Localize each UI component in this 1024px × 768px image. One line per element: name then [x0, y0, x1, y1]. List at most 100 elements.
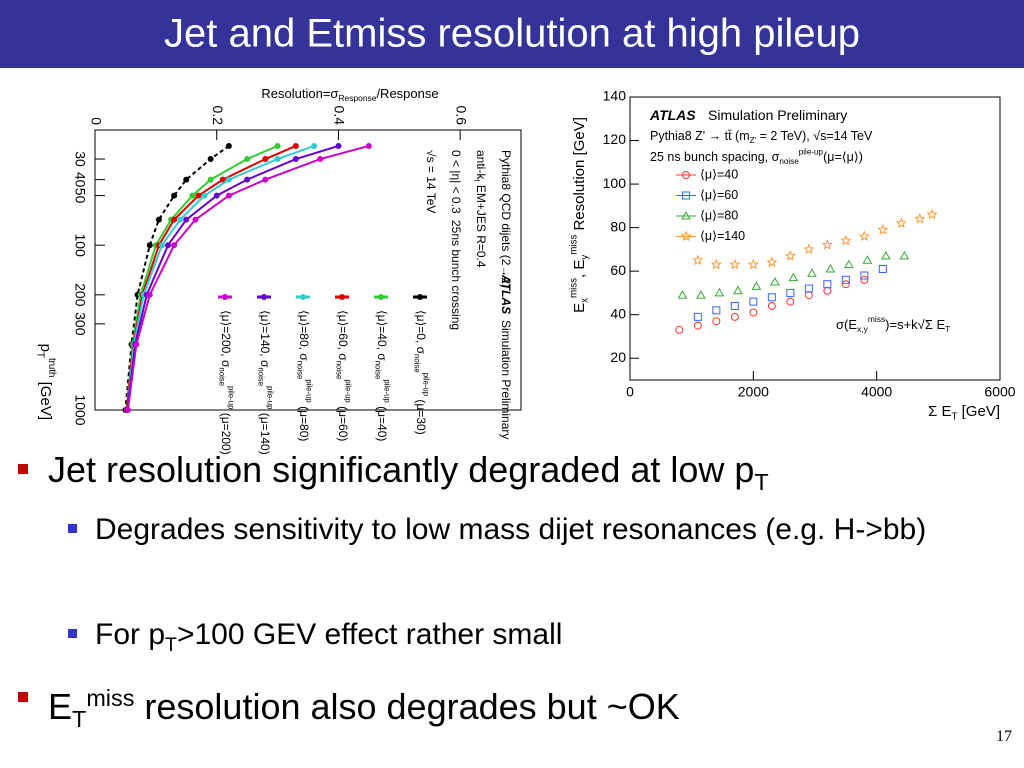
annotation-part: Simulation Preliminary	[708, 107, 847, 123]
x-axis-label-part: T	[952, 411, 958, 422]
legend-label-part: ⟨μ⟩=140, σ	[258, 310, 272, 368]
legend-label-part: (μ=60)	[336, 403, 350, 442]
legend-label-part: (μ=30)	[414, 396, 428, 435]
y-axis-label-part: miss	[568, 235, 579, 255]
data-point	[823, 286, 832, 295]
legend-label: ⟨μ⟩=80	[700, 208, 738, 222]
legend-label-part: noise	[217, 367, 226, 386]
series-line	[126, 145, 370, 411]
annotation-part: Simulation Preliminary	[499, 320, 513, 439]
legend-label: ⟨μ⟩=60, σnoisepile-up (μ=60)	[334, 310, 352, 441]
data-point	[693, 312, 702, 321]
y-axis-label-part: , E	[571, 260, 588, 278]
plot-frame	[94, 129, 522, 411]
bullet-text: resolution also degrades but ~OK	[134, 686, 680, 727]
data-point	[841, 275, 850, 284]
annotation: Pythia8 Z' → tt̄ (mZ' = 2 TeV), √s=14 Te…	[650, 129, 873, 145]
annotation: ATLAS	[649, 107, 696, 123]
data-point	[225, 192, 232, 199]
data-point	[751, 281, 762, 290]
data-point	[146, 291, 153, 298]
data-point	[729, 258, 741, 270]
annotation-part: 25ns bunch crossing	[449, 220, 463, 330]
data-point	[189, 192, 196, 199]
annotation: Pythia8 QCD dijets (2→2)	[499, 150, 513, 288]
annotation-part: ATLAS	[649, 107, 696, 123]
annotation-part: 25 ns bunch spacing, σ	[650, 150, 780, 164]
data-point	[207, 176, 214, 183]
legend-label: ⟨μ⟩=200, σnoisepile-up (μ=200)	[217, 310, 235, 455]
data-point	[926, 208, 938, 220]
annotation-part: Pythia8 Z' → tt̄ (m	[650, 129, 750, 143]
y-axis-label-part: /Response	[376, 86, 438, 101]
data-point	[677, 290, 688, 299]
legend-label-part: (μ=40)	[375, 403, 389, 442]
bullet-text: E	[48, 686, 73, 727]
bullet-text: T	[165, 634, 177, 656]
data-point	[914, 213, 926, 224]
y-tick-label: 0.2	[210, 106, 226, 126]
data-point	[767, 293, 776, 302]
data-point	[747, 258, 759, 270]
legend-marker	[682, 171, 690, 179]
legend-marker	[682, 191, 690, 200]
legend-marker	[417, 294, 423, 300]
x-tick-label: 300	[72, 312, 88, 336]
data-point	[696, 290, 706, 299]
legend-label: ⟨μ⟩=140	[700, 229, 745, 243]
data-point	[804, 291, 813, 300]
bullet-marker	[18, 464, 28, 474]
y-axis-label: Resolution=σResponse/Response	[261, 86, 438, 103]
data-point	[786, 288, 795, 297]
x-axis-label-part: T	[35, 352, 46, 358]
bullet-text: >100 GEV effect rather small	[176, 618, 563, 651]
data-point	[840, 234, 852, 246]
data-point	[158, 242, 165, 249]
data-point	[133, 341, 140, 348]
annotation-part: )=s+k√Σ E	[885, 317, 945, 332]
data-point	[730, 301, 739, 310]
legend-label: ⟨μ⟩=140, σnoisepile-up (μ=140)	[256, 310, 274, 455]
annotation-part: x,y	[857, 324, 869, 334]
data-point	[841, 280, 850, 289]
annotation: Simulation Preliminary	[708, 107, 847, 123]
legend-label-part: ⟨μ⟩=60, σ	[336, 310, 350, 361]
legend-label-part: pile-up	[343, 379, 352, 403]
bullet-marker	[68, 629, 77, 638]
data-point	[881, 250, 891, 260]
data-point	[165, 242, 172, 249]
y-tick-label: 0.4	[332, 106, 348, 126]
data-point	[207, 156, 214, 163]
annotation-part: T	[945, 324, 950, 334]
data-point	[244, 156, 251, 163]
legend-label-part: ⟨μ⟩=0, σ	[414, 310, 428, 355]
legend-label-part: noise	[373, 361, 382, 380]
sub-bullet: Degrades sensitivity to low mass dijet r…	[68, 508, 985, 552]
y-tick-label: 0.6	[453, 106, 469, 126]
data-point	[807, 268, 817, 277]
sub-bullet: For pT>100 GEV effect rather small	[68, 613, 985, 667]
legend-label-part: pile-up	[226, 386, 235, 410]
legend-label-part: ⟨μ⟩=200, σ	[219, 310, 233, 368]
legend-label-part: (μ=80)	[297, 403, 311, 442]
annotation-part: Pythia8 QCD dijets (2→2)	[499, 150, 513, 288]
data-point	[749, 308, 758, 317]
annotation: σ(Ex,ymiss)=s+k√Σ ET	[836, 314, 950, 334]
legend-label-part: pile-up	[304, 379, 313, 403]
data-point	[860, 271, 869, 280]
annotation-part: EM+JES R=0.4	[474, 182, 488, 268]
data-point	[675, 325, 684, 334]
x-axis-label-part: Σ E	[928, 403, 951, 420]
y-axis-label-part: Response	[338, 93, 376, 103]
bullet-text: T	[72, 706, 87, 733]
data-point	[784, 250, 796, 261]
y-tick-label: 0	[88, 117, 104, 125]
y-axis-label-part: miss	[568, 278, 579, 298]
y-axis-label-part: Resolution=σ	[261, 86, 338, 101]
slide-title: Jet and Etmiss resolution at high pileup	[164, 12, 860, 56]
legend-label-part: noise	[256, 367, 265, 386]
annotation-part: Z'	[750, 136, 757, 145]
data-point	[262, 156, 269, 163]
data-point	[292, 142, 299, 149]
data-point	[201, 192, 208, 199]
